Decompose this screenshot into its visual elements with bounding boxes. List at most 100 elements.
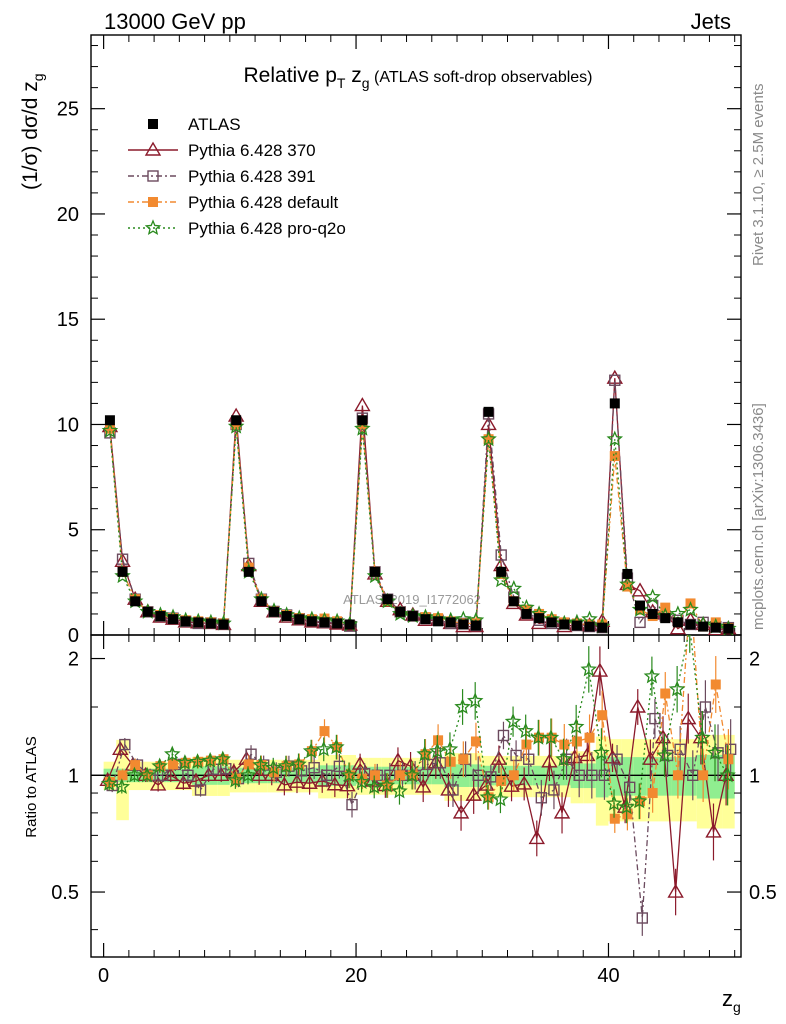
ratio-point bbox=[357, 773, 368, 784]
atlas-point bbox=[546, 617, 557, 628]
data-point bbox=[480, 430, 497, 447]
ratio-point bbox=[515, 775, 533, 790]
rivet-version-label: Rivet 3.1.10, ≥ 2.5M events bbox=[750, 84, 767, 267]
atlas-point bbox=[672, 617, 683, 628]
atlas-point bbox=[193, 617, 204, 628]
ratio-point bbox=[649, 712, 661, 725]
ratio-point bbox=[643, 667, 661, 684]
ratio-point bbox=[668, 680, 686, 697]
legend-marker bbox=[144, 141, 162, 156]
data-point bbox=[505, 579, 523, 596]
ratio-point bbox=[269, 767, 280, 778]
ratio-point bbox=[231, 773, 242, 784]
atlas-point bbox=[357, 415, 368, 426]
ratio-point bbox=[353, 773, 370, 790]
ratio-point bbox=[452, 804, 470, 819]
atlas-point bbox=[231, 415, 242, 426]
atlas-point bbox=[382, 594, 393, 605]
ratio-point bbox=[674, 743, 686, 756]
ratio-point bbox=[546, 732, 557, 743]
ratio-tick-label: 2 bbox=[68, 649, 79, 671]
x-axis-label: zg bbox=[722, 986, 741, 1015]
data-point bbox=[644, 588, 661, 605]
x-tick-label: 0 bbox=[98, 965, 109, 987]
data-point bbox=[495, 549, 507, 561]
legend-label: Pythia 6.428 default bbox=[188, 193, 339, 212]
ratio-point bbox=[458, 754, 469, 765]
data-point bbox=[631, 582, 649, 597]
data-point bbox=[634, 616, 646, 629]
ratio-point bbox=[503, 777, 520, 792]
band-stat bbox=[595, 755, 609, 798]
ratio-point bbox=[382, 780, 393, 791]
ratio-point bbox=[694, 729, 711, 745]
ratio-point bbox=[315, 740, 333, 757]
atlas-point bbox=[369, 566, 380, 577]
ratio-point bbox=[252, 756, 269, 773]
ratio-point bbox=[719, 766, 736, 783]
legend-marker bbox=[147, 170, 159, 182]
ratio-point bbox=[584, 732, 595, 743]
ratio-point bbox=[113, 778, 131, 794]
ratio-point bbox=[591, 662, 609, 677]
atlas-point bbox=[155, 611, 166, 622]
ratio-point bbox=[535, 792, 548, 804]
ratio-point bbox=[660, 688, 671, 699]
atlas-point bbox=[332, 618, 343, 629]
data-point bbox=[101, 422, 119, 438]
ratio-point bbox=[332, 742, 343, 753]
ratio-point bbox=[510, 749, 522, 762]
legend-marker bbox=[144, 219, 162, 236]
data-point bbox=[669, 620, 687, 635]
band-stat bbox=[633, 757, 647, 796]
data-point bbox=[483, 434, 494, 445]
atlas-point bbox=[306, 616, 317, 627]
y-tick-label: 20 bbox=[57, 204, 79, 226]
ratio-point bbox=[434, 757, 447, 769]
ratio-point bbox=[642, 750, 659, 765]
atlas-point bbox=[559, 619, 570, 630]
ratio-point bbox=[623, 781, 636, 794]
ratio-point bbox=[182, 769, 194, 781]
atlas-point bbox=[483, 406, 494, 417]
ratio-point bbox=[365, 778, 383, 794]
legend-marker bbox=[148, 119, 158, 129]
ratio-point bbox=[466, 692, 484, 708]
atlas-point bbox=[218, 619, 229, 630]
data-point bbox=[609, 374, 621, 386]
atlas-point bbox=[470, 620, 481, 631]
main-plot-series bbox=[101, 369, 737, 635]
ratio-point bbox=[389, 752, 407, 767]
atlas-point bbox=[458, 619, 469, 630]
atlas-point bbox=[256, 596, 267, 607]
y-tick-label: 15 bbox=[57, 309, 79, 331]
ratio-point bbox=[194, 784, 207, 796]
ratio-point bbox=[555, 750, 572, 767]
ratio-point bbox=[496, 776, 507, 787]
atlas-point bbox=[130, 596, 141, 607]
main-y-axis-label: (1/σ) dσ/d zg bbox=[19, 73, 46, 190]
ratio-y-axis-label: Ratio to ATLAS bbox=[23, 736, 40, 837]
atlas-point bbox=[104, 415, 115, 426]
ratio-point bbox=[465, 786, 482, 801]
ratio-point bbox=[710, 679, 721, 690]
ratio-point bbox=[445, 756, 456, 767]
ratio-point bbox=[497, 729, 510, 742]
data-point bbox=[609, 451, 620, 462]
data-point bbox=[354, 397, 371, 412]
band-stat bbox=[684, 757, 697, 796]
ratio-point bbox=[611, 753, 623, 765]
atlas-point bbox=[117, 566, 128, 577]
ratio-point bbox=[667, 883, 684, 898]
ratio-point bbox=[492, 790, 509, 807]
x-tick-label: 40 bbox=[597, 965, 619, 987]
atlas-point bbox=[571, 620, 582, 631]
ratio-point bbox=[504, 712, 522, 729]
y-tick-label: 5 bbox=[68, 520, 79, 542]
atlas-point bbox=[534, 613, 545, 624]
ratio-point bbox=[391, 782, 408, 799]
atlas-point bbox=[521, 608, 532, 619]
atlas-point bbox=[647, 608, 658, 619]
data-point bbox=[379, 592, 396, 609]
